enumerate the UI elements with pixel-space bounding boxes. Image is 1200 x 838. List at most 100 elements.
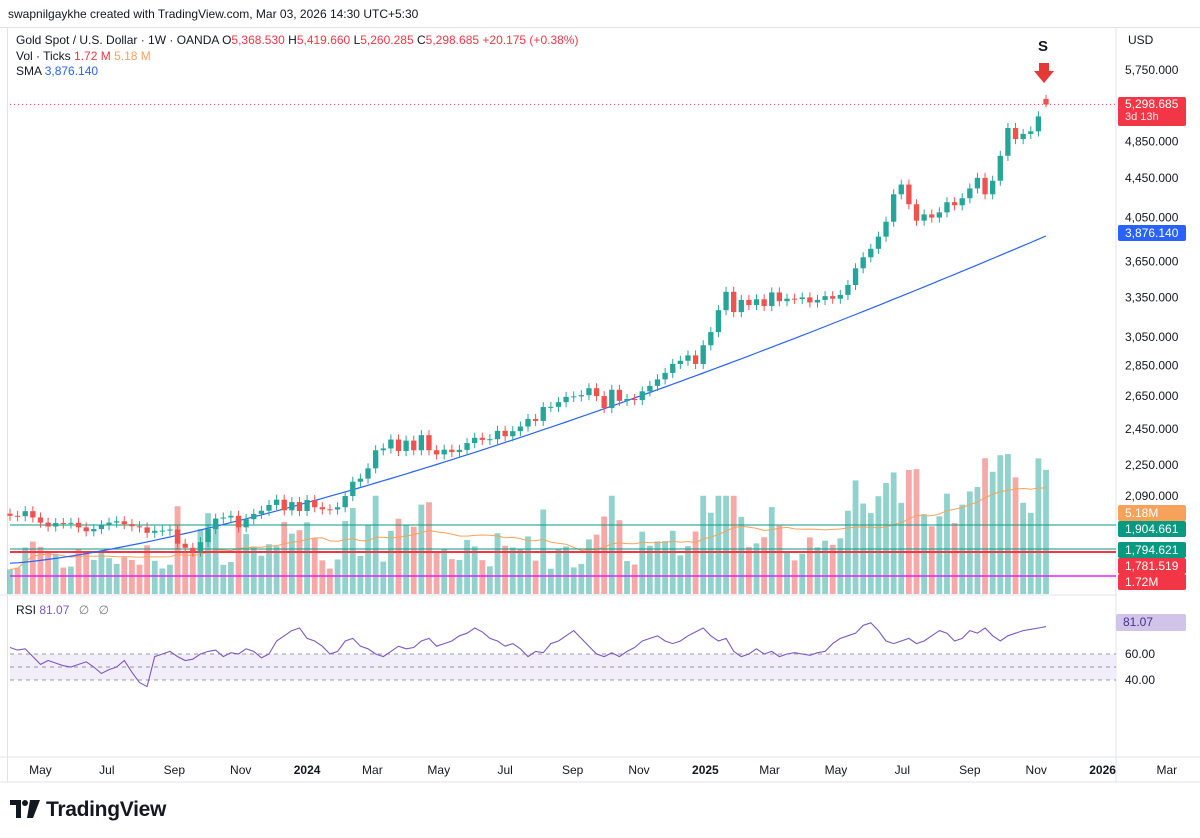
- price-tick-label: 4,450.000: [1125, 171, 1179, 185]
- volume-bar: [593, 534, 600, 594]
- candle-body: [746, 299, 752, 306]
- volume-bar: [989, 471, 996, 594]
- volume-bar: [738, 516, 745, 594]
- volume-bar: [189, 553, 196, 594]
- volume-bar: [1043, 469, 1049, 594]
- volume-bar: [639, 531, 646, 594]
- candle-body: [159, 530, 166, 532]
- volume-bar: [753, 543, 760, 594]
- price-tick-label: 2,250.000: [1125, 458, 1179, 472]
- volume-bar: [715, 495, 722, 594]
- volume-bar: [37, 546, 44, 594]
- volume-ma-tag: 5.18M: [1118, 505, 1186, 521]
- candle-body: [152, 530, 158, 533]
- candle-body: [167, 529, 173, 531]
- volume-bar: [258, 555, 265, 594]
- high-value: 5,419.660: [296, 33, 351, 47]
- candle-body: [738, 299, 744, 313]
- volume-bar: [905, 469, 912, 594]
- candle-body: [616, 389, 623, 401]
- volume-bar: [662, 541, 669, 594]
- volume-bar: [243, 534, 250, 594]
- volume-bar: [875, 496, 882, 594]
- time-tick-label: Jul: [895, 763, 910, 777]
- candle-body: [449, 449, 455, 453]
- candle-body: [487, 439, 493, 441]
- candle-body: [266, 504, 272, 511]
- volume-bar: [502, 545, 509, 594]
- rsi-value: 81.07: [39, 603, 70, 617]
- candle-body: [852, 268, 859, 286]
- candle-body: [502, 430, 508, 437]
- candle-body: [982, 177, 988, 195]
- sell-signal-label: S: [1038, 38, 1049, 55]
- volume-bar: [212, 523, 219, 594]
- last-price-tag: 5,298.685 3d 13h: [1118, 97, 1186, 126]
- candle-body: [129, 524, 135, 527]
- time-tick-label: May: [427, 763, 450, 777]
- candle-body: [776, 292, 783, 302]
- candle-body: [639, 391, 645, 401]
- candle-body: [380, 448, 386, 451]
- candle-body: [540, 407, 546, 421]
- volume-bar: [547, 568, 554, 594]
- candle-body: [715, 310, 722, 333]
- volume-bar: [7, 569, 13, 594]
- rsi-source-icon[interactable]: ∅: [98, 603, 109, 617]
- author-credit: swapnilgaykhe created with TradingView.c…: [8, 7, 419, 21]
- volume-bar: [532, 560, 539, 594]
- candle-body: [479, 437, 485, 440]
- candle-body: [555, 402, 562, 407]
- candle-body: [654, 379, 661, 386]
- candle-body: [860, 257, 866, 269]
- candle-body: [609, 389, 615, 408]
- rsi-setting-icon[interactable]: ∅: [78, 603, 90, 617]
- time-tick-label: Jul: [99, 763, 114, 777]
- candle-body: [433, 450, 440, 455]
- time-tick-label: Nov: [628, 763, 649, 777]
- sma-price-tag: 3,876.140: [1118, 225, 1186, 241]
- candle-body: [685, 355, 691, 361]
- candle-body: [418, 435, 425, 451]
- volume-bar: [75, 549, 82, 594]
- tradingview-logo[interactable]: TradingView: [10, 798, 166, 822]
- volume-bar: [220, 564, 227, 594]
- volume-bar: [921, 514, 928, 594]
- volume-bar: [426, 502, 432, 594]
- volume-bar: [380, 561, 387, 594]
- volume-bar: [273, 546, 280, 594]
- time-tick-label: May: [29, 763, 52, 777]
- candle-body: [273, 499, 280, 505]
- candle-body: [723, 291, 729, 311]
- candle-body: [822, 296, 828, 300]
- volume-bar: [982, 458, 988, 594]
- volume-last-tag: 1.72M: [1118, 574, 1186, 590]
- volume-bar: [768, 507, 775, 594]
- candle-body: [662, 372, 668, 380]
- candle-body: [258, 510, 265, 514]
- currency-label[interactable]: USD: [1128, 33, 1154, 47]
- rsi-tick-label: 40.00: [1125, 673, 1155, 687]
- time-tick-label: Nov: [1026, 763, 1047, 777]
- volume-bar: [456, 559, 463, 594]
- candle-body: [510, 431, 516, 437]
- sma-label[interactable]: SMA: [16, 64, 42, 78]
- volume-bar: [45, 552, 51, 594]
- volume-bar: [319, 560, 326, 594]
- candle-body: [1020, 133, 1026, 140]
- volume-bar: [410, 526, 417, 594]
- candle-body: [83, 527, 89, 532]
- volume-bar: [296, 530, 303, 594]
- volume-bar: [52, 554, 59, 594]
- volume-bar: [441, 548, 448, 594]
- volume-label[interactable]: Vol · Ticks: [16, 48, 71, 63]
- volume-bar: [761, 537, 768, 594]
- volume-bar: [974, 487, 981, 594]
- volume-bar: [205, 513, 211, 594]
- volume-bar: [288, 533, 295, 594]
- volume-bar: [167, 564, 173, 594]
- candle-body: [1035, 116, 1042, 132]
- symbol-title[interactable]: Gold Spot / U.S. Dollar · 1W · OANDA: [16, 33, 219, 47]
- rsi-label[interactable]: RSI: [16, 603, 37, 617]
